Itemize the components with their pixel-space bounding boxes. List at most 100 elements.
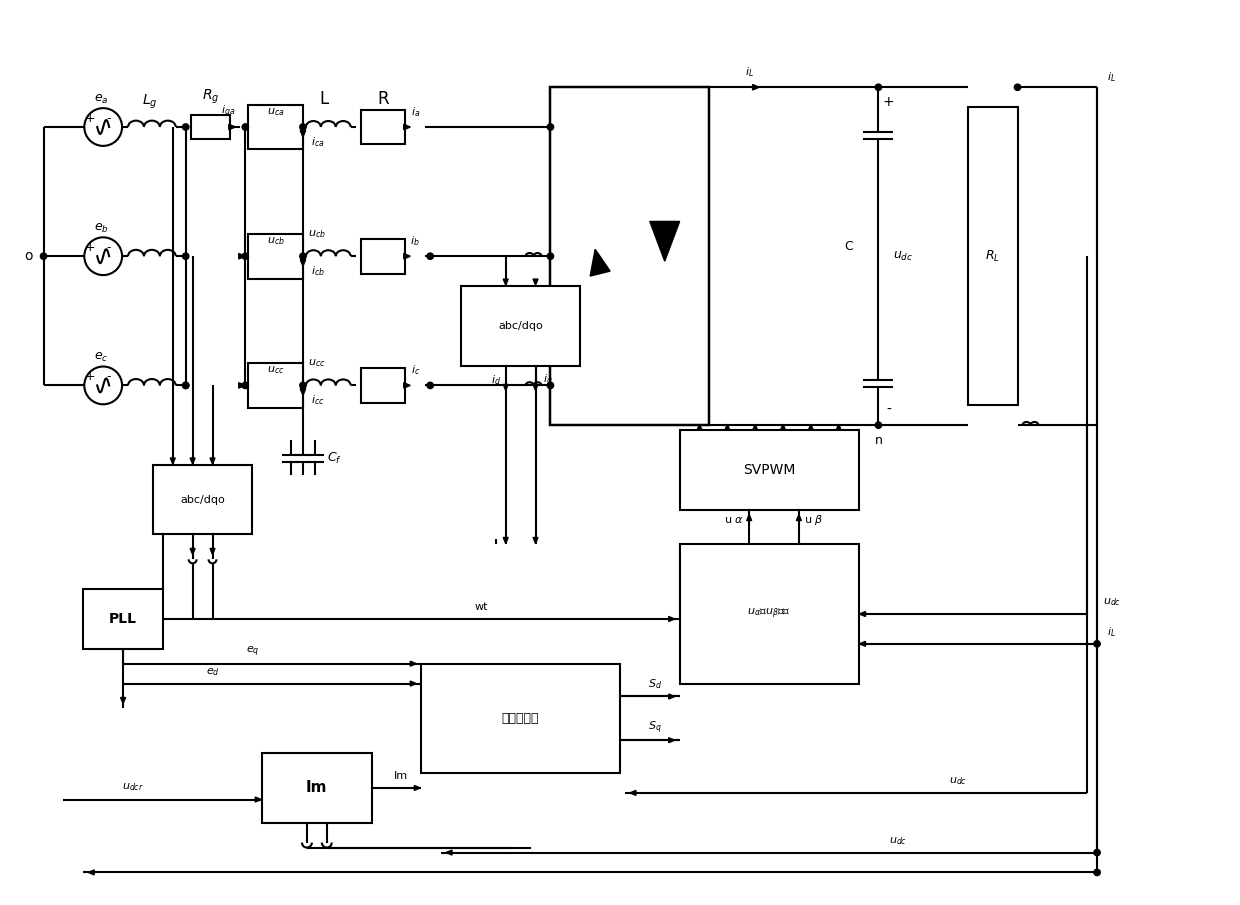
Text: $i_q$: $i_q$: [543, 372, 552, 388]
Circle shape: [427, 253, 433, 260]
Text: $i_{cc}$: $i_{cc}$: [311, 394, 325, 407]
Circle shape: [300, 382, 306, 388]
Polygon shape: [229, 124, 236, 129]
Polygon shape: [780, 424, 785, 430]
Text: +: +: [86, 111, 95, 125]
Text: u $\beta$: u $\beta$: [804, 512, 823, 527]
Text: R: R: [377, 90, 389, 109]
Polygon shape: [446, 850, 453, 855]
Circle shape: [242, 382, 248, 388]
Text: $u_{ca}$: $u_{ca}$: [267, 106, 284, 118]
Polygon shape: [859, 612, 866, 616]
Text: $L_g$: $L_g$: [143, 93, 157, 111]
Polygon shape: [190, 548, 195, 555]
Bar: [461, 286, 580, 366]
Text: $u_{dcr}$: $u_{dcr}$: [122, 782, 144, 794]
Circle shape: [1094, 869, 1100, 875]
Circle shape: [875, 422, 882, 428]
Polygon shape: [255, 797, 262, 802]
Polygon shape: [120, 698, 125, 703]
Text: $i_L$: $i_L$: [745, 65, 754, 80]
Circle shape: [547, 124, 553, 130]
Polygon shape: [725, 424, 730, 430]
Polygon shape: [300, 389, 306, 395]
Text: $u_{cc}$: $u_{cc}$: [308, 357, 325, 369]
Text: +: +: [86, 370, 95, 383]
Circle shape: [547, 253, 553, 260]
Text: +: +: [86, 241, 95, 253]
Circle shape: [1094, 850, 1100, 856]
Circle shape: [300, 253, 306, 260]
Text: $i_L$: $i_L$: [1107, 71, 1116, 84]
Polygon shape: [836, 424, 841, 430]
Polygon shape: [808, 424, 813, 430]
Polygon shape: [239, 383, 246, 388]
Polygon shape: [300, 260, 306, 266]
Text: $u_{dc}$: $u_{dc}$: [1102, 596, 1121, 608]
Polygon shape: [503, 538, 508, 543]
Polygon shape: [746, 515, 751, 520]
Text: $i_{ga}$: $i_{ga}$: [221, 104, 236, 120]
Polygon shape: [533, 538, 538, 543]
Circle shape: [84, 108, 122, 146]
Text: $u_{cb}$: $u_{cb}$: [267, 235, 284, 247]
Bar: [361, 110, 405, 145]
Text: -: -: [885, 404, 890, 417]
Text: L: L: [319, 90, 329, 109]
Circle shape: [242, 124, 248, 130]
Text: $u_{dc}$: $u_{dc}$: [893, 250, 914, 262]
Polygon shape: [668, 694, 675, 699]
Circle shape: [182, 382, 188, 388]
Text: $C_f$: $C_f$: [327, 451, 342, 465]
Polygon shape: [410, 662, 417, 666]
Text: $e_a$: $e_a$: [94, 92, 108, 106]
Text: $i_d$: $i_d$: [491, 374, 501, 387]
Text: abc/dqo: abc/dqo: [180, 495, 224, 505]
Polygon shape: [533, 279, 538, 285]
Circle shape: [84, 367, 122, 405]
Text: Im: Im: [306, 780, 327, 795]
Bar: [83, 589, 162, 649]
Polygon shape: [88, 870, 94, 875]
Circle shape: [182, 382, 188, 388]
Text: $e_q$: $e_q$: [246, 644, 259, 659]
Text: n: n: [874, 433, 883, 446]
Text: $i_L$: $i_L$: [1107, 625, 1116, 639]
Circle shape: [547, 382, 553, 388]
Polygon shape: [404, 383, 410, 388]
Circle shape: [84, 237, 122, 275]
Text: u $\alpha$: u $\alpha$: [724, 515, 744, 525]
Polygon shape: [753, 84, 759, 90]
Circle shape: [242, 253, 248, 260]
Bar: [248, 233, 303, 279]
Text: $e_d$: $e_d$: [206, 666, 219, 678]
Circle shape: [182, 124, 188, 130]
Polygon shape: [859, 642, 866, 646]
Text: $e_c$: $e_c$: [94, 351, 108, 364]
Circle shape: [300, 124, 306, 130]
Text: $S_q$: $S_q$: [649, 720, 662, 737]
Circle shape: [182, 253, 188, 260]
Bar: [191, 115, 231, 139]
Text: -: -: [105, 111, 110, 125]
Polygon shape: [697, 424, 702, 430]
Circle shape: [427, 382, 433, 388]
Polygon shape: [590, 249, 610, 276]
Circle shape: [1094, 641, 1100, 647]
Text: C: C: [844, 240, 853, 252]
Text: $u_{dc}$: $u_{dc}$: [889, 834, 908, 846]
Polygon shape: [668, 616, 675, 622]
Bar: [422, 663, 620, 773]
Bar: [248, 363, 303, 408]
Text: $u_{cc}$: $u_{cc}$: [267, 365, 284, 376]
Bar: [153, 465, 252, 535]
Text: $i_a$: $i_a$: [410, 105, 420, 119]
Text: Im: Im: [394, 771, 408, 781]
Text: SVPWM: SVPWM: [743, 462, 795, 477]
Bar: [262, 753, 372, 823]
Circle shape: [41, 253, 47, 260]
Text: wt: wt: [474, 602, 487, 612]
Text: $i_b$: $i_b$: [410, 234, 420, 248]
Text: abc/dqo: abc/dqo: [498, 320, 543, 331]
Polygon shape: [210, 458, 215, 464]
